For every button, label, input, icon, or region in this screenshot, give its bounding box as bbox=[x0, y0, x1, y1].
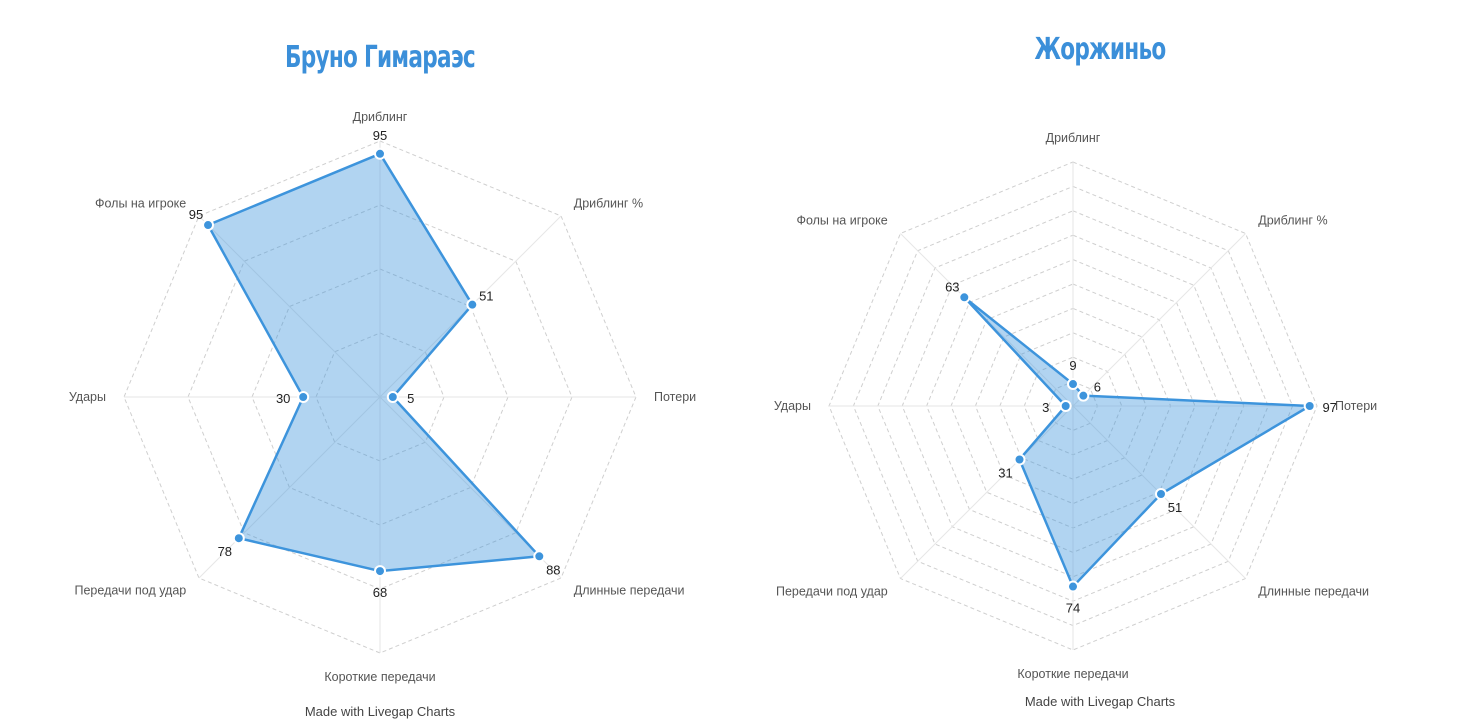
grid-ring bbox=[974, 307, 1172, 505]
grid-ring bbox=[1048, 381, 1098, 431]
data-point[interactable] bbox=[1067, 580, 1079, 593]
data-point[interactable] bbox=[1154, 487, 1167, 500]
value-label: 3 bbox=[1042, 400, 1049, 415]
chart-title: Бруно Гимараэс bbox=[285, 40, 476, 75]
axis-label: Дриблинг bbox=[1046, 131, 1101, 145]
axis-label: Потери bbox=[1335, 399, 1377, 413]
axis-label: Длинные передачи bbox=[1258, 584, 1369, 598]
data-point[interactable] bbox=[1059, 400, 1072, 412]
grid-ring bbox=[251, 268, 509, 526]
data-point[interactable] bbox=[1067, 378, 1079, 391]
value-label: 51 bbox=[479, 289, 493, 304]
radar-chart: Дриблинг Дриблинг % Потери Длинные передачи… bbox=[774, 131, 1377, 681]
axis-label: Дриблинг % bbox=[1258, 214, 1327, 228]
axis-label: Дриблинг % bbox=[574, 196, 643, 210]
axis-label: Короткие передачи bbox=[324, 670, 435, 684]
value-label: 78 bbox=[218, 544, 232, 559]
value-label: 74 bbox=[1066, 601, 1080, 616]
axis-label: Фолы на игроке bbox=[796, 214, 887, 228]
axis-spoke bbox=[1072, 233, 1246, 407]
data-point[interactable] bbox=[1077, 389, 1090, 402]
grid-ring bbox=[123, 140, 637, 654]
data-area bbox=[206, 152, 541, 573]
chart-credit: Made with Livegap Charts bbox=[304, 704, 456, 719]
value-label: 5 bbox=[407, 391, 414, 406]
data-area bbox=[963, 296, 1311, 588]
data-point[interactable] bbox=[374, 147, 386, 160]
chart-credit: Made with Livegap Charts bbox=[1024, 694, 1176, 709]
data-point[interactable] bbox=[386, 391, 399, 403]
chart-right: Жоржиньо Дриблинг Дриблинг % Потери Длинные… bbox=[740, 0, 1460, 726]
axis-label: Потери bbox=[654, 390, 696, 404]
data-point[interactable] bbox=[533, 550, 546, 563]
axis-label: Фолы на игроке bbox=[95, 196, 186, 210]
value-label: 9 bbox=[1069, 358, 1076, 373]
data-point[interactable] bbox=[1013, 453, 1026, 466]
axis-label: Передачи под удар bbox=[776, 584, 888, 598]
grid-ring bbox=[828, 161, 1318, 651]
grid-ring bbox=[901, 234, 1245, 578]
value-label: 51 bbox=[1168, 500, 1182, 515]
data-point[interactable] bbox=[232, 532, 245, 545]
value-label: 63 bbox=[945, 279, 959, 294]
axis-label: Длинные передачи bbox=[574, 584, 685, 598]
axis-label: Дриблинг bbox=[353, 110, 408, 124]
axis-label: Передачи под удар bbox=[75, 584, 187, 598]
value-label: 68 bbox=[373, 585, 387, 600]
chart-left: Бруно Гимараэс Дриблинг Дриблинг % Потери Д… bbox=[69, 40, 696, 719]
axis-spoke bbox=[198, 215, 381, 398]
value-label: 95 bbox=[373, 128, 387, 143]
data-point[interactable] bbox=[958, 291, 971, 304]
value-label: 88 bbox=[546, 562, 560, 577]
data-point[interactable] bbox=[297, 391, 310, 403]
radar-chart: Дриблинг Дриблинг % Потери Длинные передачи… bbox=[69, 110, 696, 684]
axis-label: Короткие передачи bbox=[1017, 667, 1128, 681]
chart-title: Жоржиньо bbox=[1034, 32, 1166, 67]
data-point[interactable] bbox=[466, 298, 479, 311]
axis-label: Удары bbox=[774, 399, 811, 413]
value-label: 6 bbox=[1094, 380, 1101, 395]
value-label: 95 bbox=[189, 207, 203, 222]
data-point[interactable] bbox=[374, 565, 386, 578]
data-point[interactable] bbox=[1303, 400, 1316, 412]
data-point[interactable] bbox=[202, 219, 215, 232]
value-label: 30 bbox=[276, 391, 290, 406]
axis-spoke bbox=[198, 396, 381, 579]
value-label: 97 bbox=[1322, 400, 1336, 415]
grid-ring bbox=[315, 332, 445, 462]
axis-label: Удары bbox=[69, 390, 106, 404]
value-label: 31 bbox=[998, 465, 1012, 480]
axis-spoke bbox=[900, 405, 1074, 579]
